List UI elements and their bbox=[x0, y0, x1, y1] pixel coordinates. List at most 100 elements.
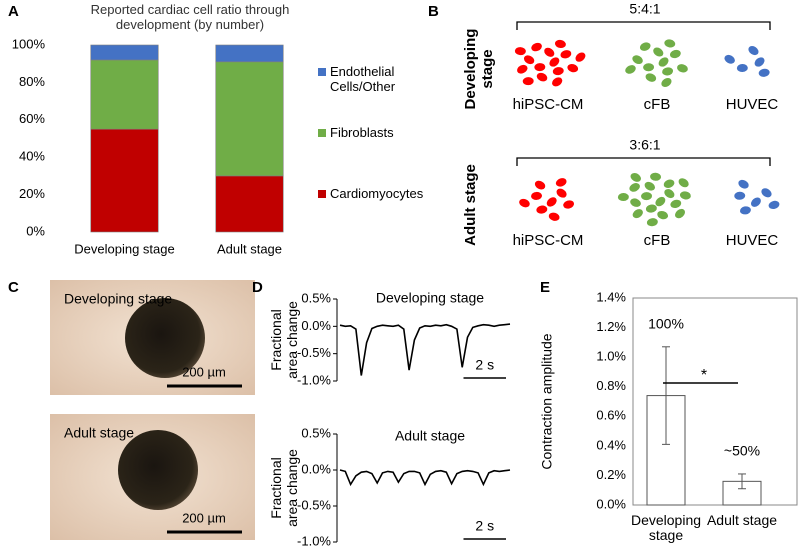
y-tick-label: 0.5% bbox=[301, 425, 331, 440]
cell-dot bbox=[754, 57, 765, 67]
cell-dot bbox=[639, 42, 651, 51]
y-axis-label-box: Fractional area change bbox=[268, 449, 300, 527]
cell-dot bbox=[678, 178, 689, 188]
y-tick-label: 40% bbox=[19, 149, 45, 164]
x-tick-label: Adult stage bbox=[706, 513, 778, 528]
cell-dot bbox=[556, 188, 567, 198]
chart-title-box: Reported cardiac cell ratio through deve… bbox=[91, 2, 290, 32]
legend-swatch bbox=[318, 68, 326, 76]
cell-dot bbox=[544, 47, 555, 57]
y-tick-label: 100% bbox=[12, 36, 46, 51]
cell-dot bbox=[630, 173, 641, 182]
y-axis-label: Fractional area change bbox=[268, 449, 300, 527]
y-tick-label: 20% bbox=[19, 186, 45, 201]
image-label: Adult stage bbox=[64, 425, 134, 441]
cell-dot bbox=[514, 47, 526, 56]
trace bbox=[339, 469, 511, 487]
cell-dot bbox=[554, 39, 566, 49]
cell-dot bbox=[531, 191, 543, 200]
bar-segment bbox=[90, 128, 159, 233]
y-tick-label: -0.5% bbox=[297, 497, 331, 512]
cell-dot bbox=[531, 42, 542, 52]
y-tick-label: -0.5% bbox=[297, 345, 331, 360]
cell-dot bbox=[546, 197, 557, 207]
cell-label: HUVEC bbox=[726, 96, 779, 113]
y-tick-label: 80% bbox=[19, 74, 45, 89]
cell-dot bbox=[536, 72, 548, 82]
cell-dot bbox=[617, 193, 629, 202]
cell-dot bbox=[664, 189, 675, 199]
cell-dot bbox=[646, 218, 658, 227]
cell-dot bbox=[534, 180, 546, 190]
plot-frame bbox=[632, 297, 798, 506]
y-tick-label: 1.4% bbox=[596, 289, 626, 304]
cell-dot bbox=[661, 77, 672, 87]
bar-annotation: 100% bbox=[648, 315, 684, 331]
y-tick-label: 1.0% bbox=[596, 349, 626, 364]
cell-dot bbox=[679, 191, 691, 200]
y-tick-label: 0.8% bbox=[596, 378, 626, 393]
cell-dot bbox=[645, 73, 657, 82]
y-tick-label: 1.2% bbox=[596, 319, 626, 334]
scale-label: 200 µm bbox=[182, 364, 226, 379]
y-tick-label: 0.4% bbox=[596, 437, 626, 452]
panel-label: B bbox=[428, 3, 439, 20]
panel-label: E bbox=[540, 279, 550, 296]
cell-dot bbox=[519, 198, 530, 208]
chart-title: Adult stage bbox=[395, 428, 465, 444]
scale-label: 200 µm bbox=[182, 510, 226, 525]
stage-label-box: Adult stage bbox=[462, 164, 479, 246]
cell-dot bbox=[625, 65, 636, 74]
cell-dot bbox=[644, 181, 655, 191]
scale-label: 2 s bbox=[475, 518, 494, 534]
panel-label: A bbox=[8, 3, 19, 20]
y-axis-label: Fractional area change bbox=[268, 301, 300, 379]
x-tick-label-box: Adult stage bbox=[706, 513, 778, 528]
stage-label: Adult stage bbox=[462, 164, 479, 246]
y-tick-label: 0.2% bbox=[596, 467, 626, 482]
chart-title: Developing stage bbox=[376, 290, 484, 306]
legend-swatch bbox=[318, 190, 326, 198]
cell-dot bbox=[724, 54, 735, 64]
y-tick-label: 0.0% bbox=[301, 461, 331, 476]
cell-dot bbox=[734, 191, 746, 200]
legend-swatch bbox=[318, 129, 326, 137]
ratio: 5:4:1 bbox=[629, 1, 660, 17]
spheroid bbox=[125, 298, 205, 378]
x-tick-label: Adult stage bbox=[217, 241, 282, 256]
cell-dot bbox=[552, 77, 563, 87]
cell-dot bbox=[657, 210, 669, 220]
cell-dot bbox=[736, 64, 748, 73]
cell-dot bbox=[670, 199, 682, 209]
cell-label: hiPSC-CM bbox=[513, 96, 584, 113]
cell-dot bbox=[632, 55, 643, 65]
y-tick-label: -1.0% bbox=[297, 533, 331, 548]
cell-dot bbox=[739, 206, 751, 215]
panel-label: D bbox=[252, 279, 263, 296]
cell-dot bbox=[552, 67, 564, 76]
cell-dot bbox=[655, 196, 666, 207]
legend-label: Cardiomyocytes bbox=[330, 186, 424, 201]
cell-dot bbox=[549, 57, 560, 67]
y-tick-label: 0% bbox=[26, 223, 45, 238]
cell-dot bbox=[567, 64, 579, 73]
cell-dot bbox=[548, 212, 560, 221]
cell-dot bbox=[751, 197, 761, 207]
cell-dot bbox=[563, 200, 575, 209]
cell-dot bbox=[560, 50, 572, 59]
y-axis-label: Contraction amplitude bbox=[539, 333, 555, 469]
cell-label: hiPSC-CM bbox=[513, 232, 584, 249]
cell-dot bbox=[658, 57, 669, 67]
trace bbox=[339, 323, 511, 376]
y-tick-label: 0.6% bbox=[596, 408, 626, 423]
cell-dot bbox=[643, 63, 655, 72]
cell-dot bbox=[555, 178, 567, 187]
panel-c: C Developing stage 200 µm Adult stage 20… bbox=[8, 279, 255, 540]
cell-dot bbox=[536, 205, 548, 214]
y-tick-label: 0.0% bbox=[301, 318, 331, 333]
bar-segment bbox=[90, 44, 159, 61]
stage-label-box: Developing stage bbox=[462, 29, 496, 110]
bar-segment bbox=[215, 175, 284, 233]
spheroid bbox=[118, 430, 198, 510]
